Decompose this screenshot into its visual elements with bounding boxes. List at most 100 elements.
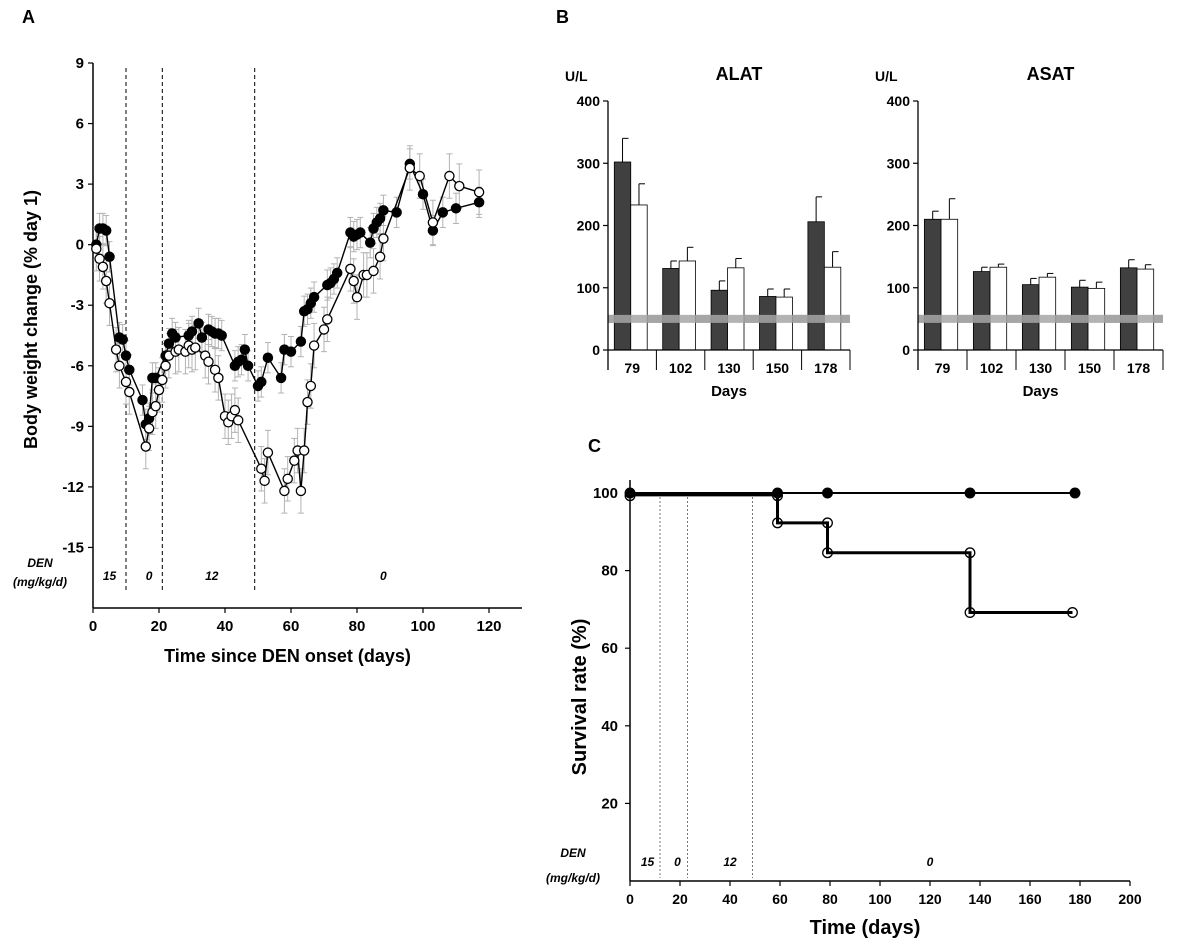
data-point-filled bbox=[437, 207, 449, 218]
data-point-open bbox=[318, 324, 330, 335]
data-point-filled bbox=[163, 338, 175, 349]
bar-dark bbox=[923, 218, 942, 351]
y-tick-label: 0 bbox=[592, 342, 600, 358]
bar-dark bbox=[972, 271, 991, 351]
data-point-filled bbox=[104, 251, 115, 263]
data-point-filled bbox=[117, 334, 128, 345]
data-point-open bbox=[213, 372, 224, 384]
data-point-filled bbox=[308, 291, 320, 303]
x-tick-label: 20 bbox=[151, 618, 168, 635]
den-title: DEN bbox=[560, 846, 586, 860]
den-dose-label: 0 bbox=[146, 569, 153, 583]
y-tick-label: 20 bbox=[601, 795, 618, 812]
data-point-filled bbox=[196, 332, 208, 343]
x-tick-label: 120 bbox=[918, 891, 942, 907]
bar-white bbox=[823, 266, 842, 351]
bar-white bbox=[630, 204, 648, 351]
data-point-open bbox=[374, 251, 386, 263]
data-point-filled bbox=[450, 203, 462, 214]
series-line-open bbox=[95, 166, 480, 494]
data-point-open bbox=[104, 297, 115, 309]
data-point-open bbox=[964, 547, 976, 559]
data-point-open bbox=[348, 275, 359, 287]
data-point-open bbox=[302, 396, 313, 408]
y-axis-title: Body weight change (% day 1) bbox=[21, 190, 41, 449]
data-point-open bbox=[473, 186, 485, 198]
category-label: 130 bbox=[717, 360, 741, 376]
data-point-open bbox=[624, 490, 636, 502]
data-point-open bbox=[345, 263, 356, 275]
den-dose-label: 12 bbox=[723, 855, 737, 869]
category-label: 178 bbox=[814, 360, 838, 376]
category-label: 79 bbox=[624, 360, 640, 376]
chart-title: ASAT bbox=[1027, 64, 1075, 84]
data-point-open bbox=[203, 356, 214, 367]
y-tick-label: 200 bbox=[887, 218, 911, 234]
data-point-open bbox=[298, 445, 310, 456]
data-point-open bbox=[322, 314, 333, 325]
den-dose-label: 15 bbox=[641, 855, 655, 869]
x-tick-label: 100 bbox=[868, 891, 892, 907]
data-point-open bbox=[190, 342, 201, 353]
x-tick-label: 60 bbox=[772, 891, 788, 907]
x-tick-label: 40 bbox=[722, 891, 738, 907]
data-point-open bbox=[256, 463, 267, 474]
data-point-open bbox=[427, 217, 439, 228]
data-point-open bbox=[368, 265, 379, 277]
data-point-open bbox=[822, 517, 833, 529]
bar-white bbox=[989, 266, 1008, 351]
y-tick-label: 200 bbox=[577, 218, 601, 234]
category-label: 102 bbox=[980, 360, 1004, 376]
data-point-filled bbox=[964, 487, 976, 499]
data-point-open bbox=[150, 400, 161, 412]
data-point-filled bbox=[355, 227, 366, 238]
data-point-filled bbox=[624, 487, 636, 499]
data-point-filled bbox=[295, 336, 307, 347]
data-point-filled bbox=[772, 487, 783, 499]
x-tick-label: 120 bbox=[476, 618, 501, 635]
y-tick-label: -6 bbox=[71, 358, 84, 375]
data-point-open bbox=[100, 275, 112, 287]
y-tick-label: 80 bbox=[601, 563, 618, 580]
x-tick-label: 140 bbox=[968, 891, 992, 907]
den-unit: (mg/kg/d) bbox=[13, 575, 67, 589]
data-point-filled bbox=[256, 376, 267, 388]
y-tick-label: 0 bbox=[902, 342, 910, 358]
x-tick-label: 80 bbox=[349, 618, 366, 635]
den-dose-label: 0 bbox=[380, 569, 387, 583]
data-point-open bbox=[262, 447, 274, 458]
x-tick-label: 40 bbox=[217, 618, 234, 635]
bar-white bbox=[727, 267, 745, 351]
bar-white bbox=[678, 260, 697, 351]
x-tick-label: 180 bbox=[1068, 891, 1092, 907]
data-point-open bbox=[822, 547, 833, 559]
x-tick-label: 60 bbox=[283, 618, 300, 635]
y-tick-label: -3 bbox=[71, 297, 84, 314]
y-unit-label: U/L bbox=[875, 68, 898, 84]
data-point-open bbox=[305, 380, 317, 392]
x-tick-label: 160 bbox=[1018, 891, 1042, 907]
survival-line-open bbox=[630, 493, 1073, 614]
bar-dark bbox=[759, 296, 777, 351]
data-point-open bbox=[120, 376, 132, 388]
y-tick-label: -9 bbox=[71, 418, 84, 435]
category-label: 150 bbox=[766, 360, 790, 376]
data-point-open bbox=[282, 473, 293, 485]
x-tick-label: 200 bbox=[1118, 891, 1142, 907]
data-point-open bbox=[279, 485, 290, 497]
x-axis-title: Days bbox=[1023, 383, 1059, 400]
data-point-open bbox=[229, 404, 241, 416]
category-label: 102 bbox=[669, 360, 693, 376]
data-point-open bbox=[153, 384, 165, 396]
data-point-open bbox=[404, 162, 416, 174]
data-point-open bbox=[444, 170, 455, 182]
y-tick-label: -15 bbox=[62, 539, 84, 556]
data-point-filled bbox=[473, 197, 485, 208]
y-tick-label: 100 bbox=[887, 280, 911, 296]
data-point-open bbox=[97, 261, 109, 273]
data-point-open bbox=[91, 243, 102, 254]
y-tick-label: 100 bbox=[577, 280, 601, 296]
y-tick-label: 400 bbox=[577, 93, 601, 109]
data-point-open bbox=[964, 607, 976, 618]
